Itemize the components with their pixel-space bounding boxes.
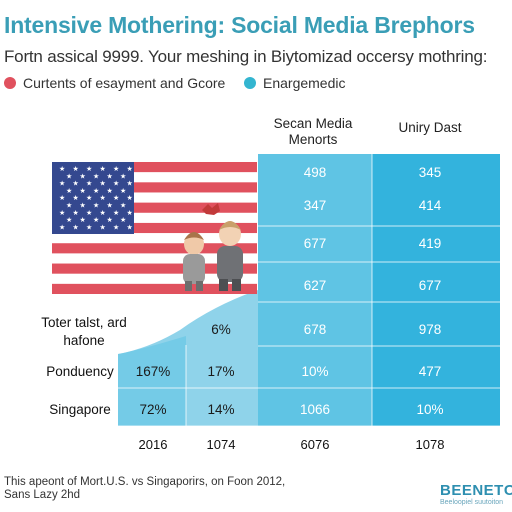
- cell-r6-c2: 17%: [207, 364, 235, 379]
- svg-text:★: ★: [59, 165, 65, 173]
- svg-text:★: ★: [86, 165, 92, 173]
- svg-text:★: ★: [120, 202, 126, 210]
- footnote-line-2: Sans Lazy 2hd: [4, 489, 81, 501]
- legend-item-1: Curtents of esayment and Gcore: [4, 74, 225, 92]
- svg-text:★: ★: [120, 187, 126, 195]
- brand-logo: BEENETC: [440, 482, 512, 499]
- svg-text:★: ★: [127, 209, 133, 217]
- svg-text:★: ★: [107, 172, 113, 180]
- svg-text:★: ★: [93, 216, 99, 224]
- row-label-6: Ponduency: [46, 364, 114, 379]
- svg-text:★: ★: [100, 209, 106, 217]
- svg-text:★: ★: [100, 223, 106, 231]
- cell-r1-c3: 498: [303, 165, 327, 180]
- brand-tagline: Beeloopiel suutoiton: [440, 499, 504, 506]
- cell-r7-c1: 72%: [139, 402, 167, 417]
- legend-swatch-2: [244, 77, 256, 89]
- column-bg-3: [258, 154, 372, 426]
- cell-r1-c4: 345: [418, 165, 442, 180]
- x-tick-3: 6076: [300, 437, 330, 452]
- svg-text:★: ★: [73, 194, 79, 202]
- svg-text:★: ★: [107, 187, 113, 195]
- svg-text:★: ★: [66, 202, 72, 210]
- svg-text:★: ★: [127, 165, 133, 173]
- svg-text:★: ★: [100, 165, 106, 173]
- svg-text:★: ★: [113, 165, 119, 173]
- us-flag-illustration: ★ ★ ★ ★ ★ ★ ★ ★ ★ ★ ★ ★ ★ ★ ★ ★ ★ ★ ★ ★ ★ ★ ★ ★ ★ ★ ★ ★ ★ ★ ★ ★ ★ ★ ★ ★ ★ ★ ★ ★…: [52, 162, 257, 295]
- svg-text:★: ★: [86, 223, 92, 231]
- area-fill-inner: [118, 336, 186, 426]
- svg-text:★: ★: [86, 209, 92, 217]
- svg-text:★: ★: [73, 165, 79, 173]
- chart-subtitle: Fortn assical 9999. Your meshing in Biyt…: [4, 47, 488, 66]
- svg-text:★: ★: [73, 223, 79, 231]
- legend-swatch-1: [4, 77, 16, 89]
- cell-r4-c3: 627: [303, 278, 327, 293]
- svg-text:★: ★: [80, 216, 86, 224]
- svg-text:★: ★: [127, 180, 133, 188]
- children-illustration: [183, 203, 243, 291]
- svg-text:★: ★: [107, 216, 113, 224]
- legend-item-2: Enargemedic: [244, 74, 346, 92]
- x-tick-2: 1074: [206, 437, 236, 452]
- svg-text:★: ★: [113, 223, 119, 231]
- svg-text:★: ★: [59, 223, 65, 231]
- svg-text:★: ★: [66, 187, 72, 195]
- svg-text:★: ★: [107, 202, 113, 210]
- svg-text:★: ★: [120, 172, 126, 180]
- column-bg-4: [372, 154, 500, 426]
- svg-text:★: ★: [113, 180, 119, 188]
- svg-text:★: ★: [127, 223, 133, 231]
- row-label-5: Toter talst, ard hafone: [41, 315, 127, 348]
- svg-text:★: ★: [113, 194, 119, 202]
- footnote: This apeont of Mort.U.S. vs Singaporirs,…: [4, 476, 285, 502]
- row-label-7: Singapore: [49, 402, 111, 417]
- svg-text:★: ★: [59, 194, 65, 202]
- x-tick-4: 1078: [415, 437, 445, 452]
- cell-r3-c4: 419: [418, 236, 442, 251]
- svg-text:★: ★: [100, 180, 106, 188]
- svg-text:★: ★: [80, 187, 86, 195]
- cell-r3-c3: 677: [303, 236, 327, 251]
- cell-r6-c1: 167%: [135, 364, 171, 379]
- svg-text:★: ★: [93, 187, 99, 195]
- cell-r6-c3: 10%: [301, 364, 329, 379]
- cell-r7-c4: 10%: [416, 402, 444, 417]
- svg-text:★: ★: [66, 216, 72, 224]
- svg-text:★: ★: [59, 209, 65, 217]
- svg-text:★: ★: [73, 180, 79, 188]
- footnote-line-1: This apeont of Mort.U.S. vs Singaporirs,…: [4, 476, 286, 488]
- cell-r5-c4: 978: [418, 322, 442, 337]
- cell-r4-c4: 677: [418, 278, 442, 293]
- legend-label-1: Curtents of esayment and Gcore: [23, 75, 226, 91]
- svg-text:★: ★: [93, 202, 99, 210]
- cell-r7-c3: 1066: [299, 402, 331, 417]
- cell-r7-c2: 14%: [207, 402, 235, 417]
- svg-text:★: ★: [59, 180, 65, 188]
- svg-text:★: ★: [120, 216, 126, 224]
- svg-text:★: ★: [80, 172, 86, 180]
- cell-r2-c3: 347: [303, 198, 327, 213]
- cell-r2-c4: 414: [418, 198, 442, 213]
- legend-label-2: Enargemedic: [263, 75, 346, 91]
- svg-text:★: ★: [100, 194, 106, 202]
- svg-text:★: ★: [86, 180, 92, 188]
- svg-text:★: ★: [127, 194, 133, 202]
- column-header-4: Uniry Dast: [398, 120, 462, 135]
- cell-r5-c3: 678: [303, 322, 327, 337]
- svg-text:★: ★: [86, 194, 92, 202]
- column-header-3: Secan Media Menorts: [273, 116, 353, 147]
- chart-title: Intensive Mothering: Social Media Brepho…: [4, 12, 475, 38]
- x-tick-1: 2016: [138, 437, 168, 452]
- cell-r6-c4: 477: [418, 364, 442, 379]
- svg-text:★: ★: [93, 172, 99, 180]
- svg-text:★: ★: [80, 202, 86, 210]
- svg-text:★: ★: [73, 209, 79, 217]
- cell-r5-c2: 6%: [211, 322, 231, 337]
- svg-text:★: ★: [66, 172, 72, 180]
- svg-text:★: ★: [113, 209, 119, 217]
